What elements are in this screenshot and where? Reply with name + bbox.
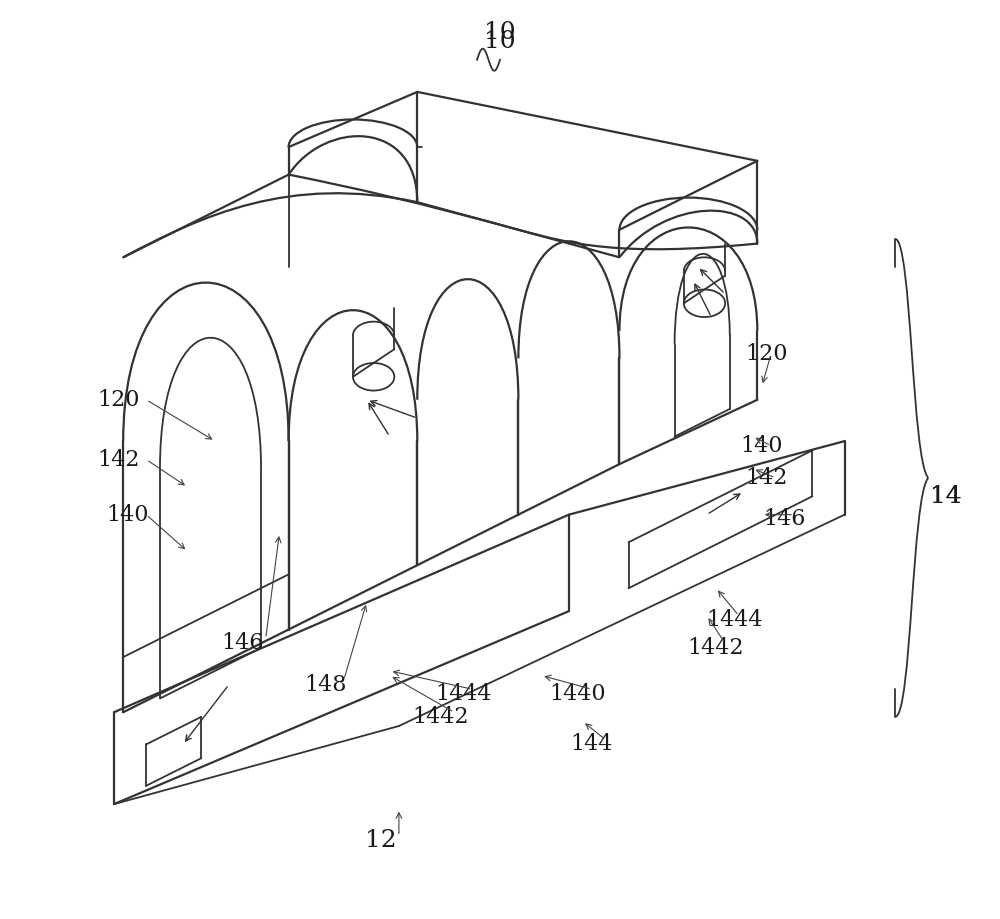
Text: 144: 144 (571, 733, 613, 755)
Text: 1444: 1444 (435, 683, 491, 705)
Text: 1444: 1444 (706, 609, 763, 631)
Text: 1440: 1440 (550, 683, 606, 705)
Text: 12: 12 (365, 829, 396, 853)
Text: 1442: 1442 (412, 706, 469, 728)
Text: 146: 146 (221, 632, 264, 654)
Text: 10: 10 (484, 20, 516, 44)
Text: 14: 14 (930, 484, 962, 508)
Text: 140: 140 (741, 435, 783, 457)
Text: 140: 140 (107, 504, 149, 526)
Text: 10: 10 (484, 29, 516, 53)
Text: 142: 142 (745, 467, 788, 489)
Text: 14: 14 (930, 484, 962, 508)
Text: 1442: 1442 (688, 637, 744, 659)
Text: 148: 148 (304, 674, 347, 696)
Text: 120: 120 (97, 389, 140, 411)
Text: 146: 146 (764, 508, 806, 530)
Text: 120: 120 (745, 343, 788, 365)
Text: 142: 142 (97, 448, 140, 471)
